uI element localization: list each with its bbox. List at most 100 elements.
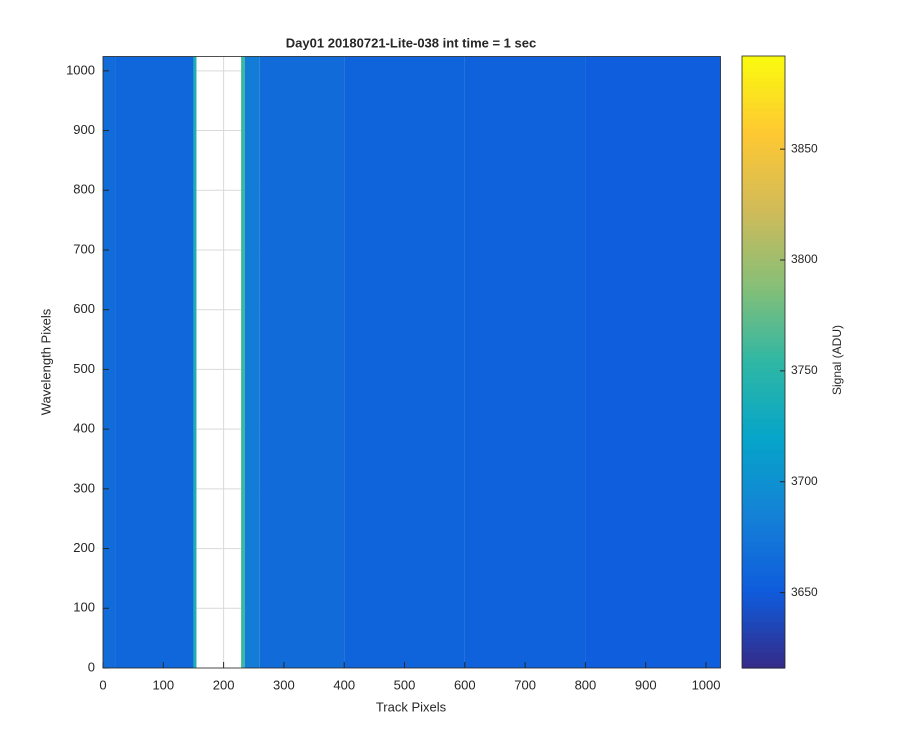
colorbar-segment (742, 112, 785, 118)
colorbar-segment (742, 107, 785, 113)
colorbar-segment (742, 198, 785, 205)
colorbar-segment (742, 504, 785, 511)
colorbar-segment (742, 351, 785, 358)
colorbar-segment (742, 158, 785, 164)
colorbar-segment (742, 453, 785, 460)
colorbar-segment (742, 443, 785, 450)
colorbar-tick-label: 3650 (791, 585, 818, 599)
colorbar-segment (742, 254, 785, 261)
colorbar-segment (742, 647, 785, 654)
colorbar-segment (742, 76, 785, 83)
x-tick-label: 700 (514, 677, 536, 692)
y-tick-label: 900 (73, 122, 95, 137)
colorbar-segment (742, 239, 785, 246)
colorbar-segment (742, 224, 785, 230)
colorbar-segment (742, 122, 785, 128)
colorbar-segment (742, 249, 785, 256)
heatmap-cell (103, 56, 116, 668)
colorbar-segment (742, 464, 785, 470)
colorbar-segment (742, 311, 785, 317)
colorbar-segment (742, 397, 785, 404)
colorbar-segment (742, 474, 785, 480)
colorbar-segment (742, 362, 785, 368)
colorbar-tick-label: 3850 (791, 141, 818, 155)
colorbar-segment (742, 183, 785, 190)
colorbar-segment (742, 214, 785, 220)
colorbar-segment (742, 260, 785, 266)
colorbar-segment (742, 581, 785, 587)
colorbar-segment (742, 61, 785, 67)
colorbar-segment (742, 234, 785, 241)
colorbar-segment (742, 173, 785, 179)
colorbar-segment (742, 545, 785, 552)
heatmap-cell (241, 56, 245, 668)
colorbar-segment (742, 601, 785, 608)
colorbar-segment (742, 662, 785, 669)
heatmap-cell (585, 56, 721, 668)
colorbar-segment (742, 117, 785, 123)
colorbar-segment (742, 611, 785, 618)
y-tick-label: 1000 (66, 62, 95, 77)
y-tick-label: 0 (88, 659, 95, 674)
colorbar-segment (742, 392, 785, 399)
x-tick-label: 400 (333, 677, 355, 692)
colorbar-segment (742, 137, 785, 144)
colorbar-segment (742, 209, 785, 215)
colorbar-segment (742, 285, 785, 292)
heatmap-cell (464, 56, 586, 668)
colorbar-segment (742, 56, 785, 62)
colorbar-segment (742, 596, 785, 603)
x-tick-label: 600 (454, 677, 476, 692)
colorbar-segment (742, 193, 785, 200)
colorbar-segment (742, 321, 785, 327)
heatmap-cell (344, 56, 465, 668)
colorbar-segment (742, 530, 785, 536)
x-tick-label: 500 (394, 677, 416, 692)
colorbar-segment (742, 402, 785, 409)
colorbar-segment (742, 499, 785, 506)
colorbar-segment (742, 469, 785, 475)
colorbar-segment (742, 290, 785, 297)
colorbar-segment (742, 591, 785, 598)
colorbar-segment (742, 489, 785, 496)
colorbar-segment (742, 96, 785, 103)
colorbar-segment (742, 387, 785, 394)
y-tick-label: 400 (73, 421, 95, 436)
colorbar-segment (742, 509, 785, 516)
colorbar-segment (742, 163, 785, 169)
colorbar-segment (742, 407, 785, 414)
colorbar-segment (742, 560, 785, 567)
colorbar-segment (742, 627, 785, 633)
colorbar-segment (742, 305, 785, 312)
colorbar-segment (742, 448, 785, 455)
colorbar-segment (742, 438, 785, 445)
colorbar-segment (742, 413, 785, 419)
colorbar-segment (742, 336, 785, 343)
colorbar-segment (742, 341, 785, 348)
colorbar-segment (742, 300, 785, 307)
colorbar-segment (742, 91, 785, 98)
colorbar-box (741, 55, 786, 669)
colorbar-segment (742, 657, 785, 664)
colorbar-segment (742, 418, 785, 424)
colorbar-segment (742, 132, 785, 139)
colorbar-segment (742, 652, 785, 659)
chart-title: Day01 20180721-Lite-038 int time = 1 sec (286, 35, 536, 50)
colorbar-segment (742, 101, 785, 108)
axes-box (102, 56, 721, 669)
colorbar-segment (742, 316, 785, 322)
colorbar-segment (742, 280, 785, 287)
colorbar-segment (742, 86, 785, 93)
y-tick-label: 100 (73, 600, 95, 615)
colorbar-segment (742, 147, 785, 154)
colorbar-segment (742, 265, 785, 271)
y-axis-label: Wavelength Pixels (38, 308, 53, 415)
colorbar-segment (742, 275, 785, 281)
colorbar-segment (742, 152, 785, 159)
colorbar-segment (742, 571, 785, 577)
colorbar-segment (742, 295, 785, 302)
colorbar-segment (742, 423, 785, 429)
y-tick-label: 800 (73, 182, 95, 197)
heatmap-cell (244, 56, 260, 668)
colorbar-segment (742, 484, 785, 491)
